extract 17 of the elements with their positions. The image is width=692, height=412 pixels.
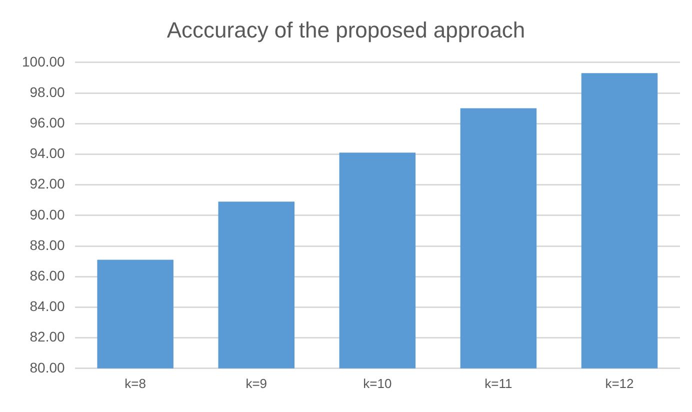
- x-tick-label: k=9: [246, 376, 268, 391]
- y-tick-label: 98.00: [30, 84, 66, 100]
- chart-title: Acccuracy of the proposed approach: [166, 17, 526, 42]
- y-tick-label: 82.00: [30, 328, 66, 345]
- y-tick-label: 96.00: [30, 114, 66, 130]
- y-tick-label: 100.00: [22, 53, 66, 70]
- x-tick-label: k=11: [484, 376, 512, 391]
- y-tick-label: 90.00: [30, 206, 66, 222]
- x-tick-label: k=8: [124, 376, 146, 391]
- y-tick-label: 88.00: [30, 236, 66, 253]
- x-tick-label: k=12: [605, 376, 634, 391]
- x-tick-label: k=10: [363, 376, 392, 391]
- y-tick-label: 92.00: [30, 176, 66, 192]
- y-tick-label: 84.00: [30, 298, 66, 314]
- y-tick-label: 86.00: [30, 267, 66, 284]
- y-tick-label: 94.00: [30, 145, 66, 162]
- y-tick-label: 80.00: [30, 359, 66, 376]
